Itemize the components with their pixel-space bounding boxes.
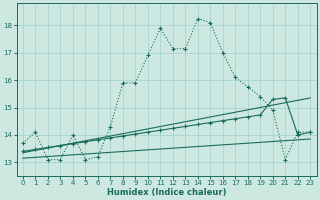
X-axis label: Humidex (Indice chaleur): Humidex (Indice chaleur) <box>107 188 226 197</box>
